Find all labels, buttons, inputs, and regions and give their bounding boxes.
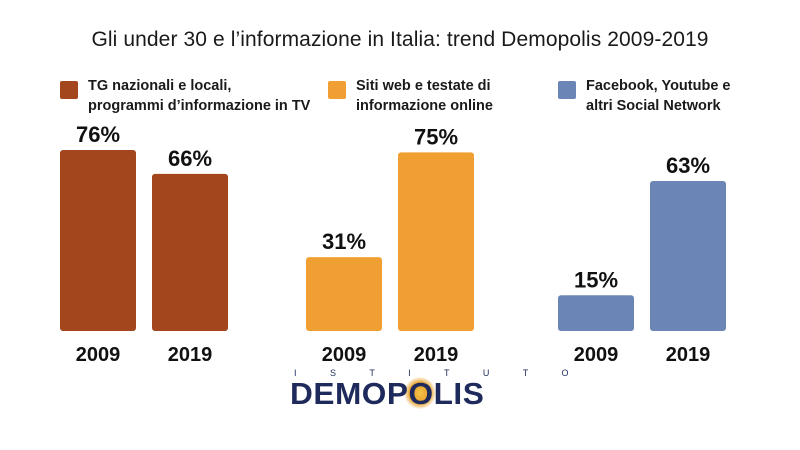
demopolis-logo: I S T I T U T O DEMOPOLIS bbox=[290, 368, 585, 411]
category-label-siti-web-2019: 2019 bbox=[414, 344, 459, 366]
legend-swatch-tg bbox=[60, 81, 78, 99]
bar-siti-web-2009 bbox=[306, 257, 382, 331]
value-label-siti-web-2019: 75% bbox=[414, 124, 458, 149]
logo-wordmark: DEMOPOLIS bbox=[290, 376, 485, 411]
bar-social-2019 bbox=[650, 180, 726, 331]
legend-label-tg: TG nazionali e locali, programmi d’infor… bbox=[88, 78, 311, 114]
bar-social-2009 bbox=[558, 295, 634, 331]
category-label-siti-web-2009: 2009 bbox=[322, 344, 367, 366]
category-label-social-2019: 2019 bbox=[666, 344, 711, 366]
bar-tg-2019 bbox=[152, 173, 228, 331]
logo-glow bbox=[404, 377, 436, 409]
legend-swatch-social bbox=[558, 81, 576, 99]
legend-item-tg: TG nazionali e locali, programmi d’infor… bbox=[60, 76, 310, 116]
legend-label-siti-web: Siti web e testate di informazione onlin… bbox=[356, 78, 493, 114]
legend-item-social: Facebook, Youtube e altri Social Network bbox=[558, 76, 731, 116]
bar-tg-2009 bbox=[60, 150, 136, 331]
bar-siti-web-2019 bbox=[398, 152, 474, 331]
legend-swatch-siti-web bbox=[328, 81, 346, 99]
category-label-tg-2009: 2009 bbox=[76, 344, 121, 366]
value-label-social-2009: 15% bbox=[574, 267, 618, 292]
category-label-social-2009: 2009 bbox=[574, 344, 619, 366]
value-label-tg-2019: 66% bbox=[168, 146, 212, 171]
value-label-social-2019: 63% bbox=[666, 153, 710, 178]
value-label-tg-2009: 76% bbox=[76, 122, 120, 147]
legend-label-social: Facebook, Youtube e altri Social Network bbox=[586, 78, 731, 114]
logo-subtitle: I S T I T U T O bbox=[294, 368, 585, 378]
value-label-siti-web-2009: 31% bbox=[322, 229, 366, 254]
legend-item-siti-web: Siti web e testate di informazione onlin… bbox=[328, 76, 493, 116]
category-label-tg-2019: 2019 bbox=[168, 344, 213, 366]
chart-title: Gli under 30 e l’informazione in Italia:… bbox=[91, 28, 709, 51]
